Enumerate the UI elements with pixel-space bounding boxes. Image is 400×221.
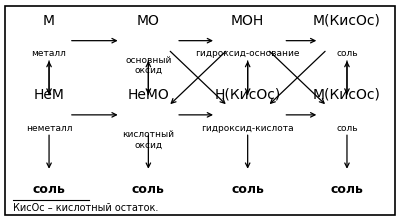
Text: М(КисОс): М(КисОс): [313, 13, 381, 28]
Text: Н(КисОс): Н(КисОс): [214, 88, 281, 102]
Text: МОН: МОН: [231, 13, 264, 28]
Text: М: М: [43, 13, 55, 28]
Text: М(КисОс): М(КисОс): [313, 88, 381, 102]
Text: МО: МО: [137, 13, 160, 28]
Text: соль: соль: [33, 183, 66, 196]
Text: неметалл: неметалл: [26, 124, 72, 133]
Text: КисОс – кислотный остаток.: КисОс – кислотный остаток.: [13, 203, 159, 213]
Text: соль: соль: [330, 183, 364, 196]
Text: гидроксид-основание: гидроксид-основание: [196, 50, 300, 58]
Text: соль: соль: [231, 183, 264, 196]
Text: металл: металл: [32, 50, 66, 58]
Text: кислотный
оксид: кислотный оксид: [122, 130, 174, 150]
Text: основный
оксид: основный оксид: [125, 56, 172, 75]
Text: соль: соль: [336, 50, 358, 58]
Text: гидроксид-кислота: гидроксид-кислота: [201, 124, 294, 133]
Text: соль: соль: [336, 124, 358, 133]
Text: НеМ: НеМ: [34, 88, 64, 102]
Text: соль: соль: [132, 183, 165, 196]
Text: НеМО: НеМО: [128, 88, 169, 102]
